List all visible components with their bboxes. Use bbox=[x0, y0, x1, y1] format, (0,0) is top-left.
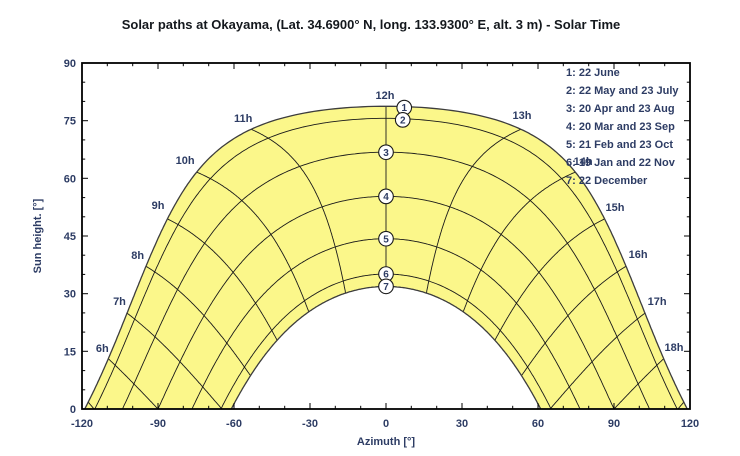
legend-item-6: 6: 19 Jan and 22 Nov bbox=[566, 157, 676, 169]
hour-label-6h: 6h bbox=[96, 343, 109, 355]
x-tick-label: -120 bbox=[71, 418, 93, 430]
marker-number: 2 bbox=[400, 115, 406, 126]
marker-number: 5 bbox=[383, 234, 389, 245]
plot-area: -120 -90 -60 -30 0 30 60 90 12001530456075906h7h… bbox=[64, 58, 699, 430]
legend-item-2: 2: 22 May and 23 July bbox=[566, 85, 679, 97]
hour-line-6h bbox=[107, 358, 159, 410]
curve-marker-2: 2 bbox=[394, 112, 411, 128]
hour-label-8h: 8h bbox=[131, 250, 144, 262]
y-tick-label: 60 bbox=[64, 173, 76, 185]
marker-circle bbox=[394, 112, 411, 128]
hour-line-7h bbox=[126, 312, 223, 410]
marker-number: 3 bbox=[383, 148, 389, 159]
hour-line-5h bbox=[87, 401, 95, 410]
legend-item-4: 4: 20 Mar and 23 Sep bbox=[566, 121, 675, 133]
curve-marker-5: 5 bbox=[378, 230, 394, 247]
x-tick-label: 0 bbox=[383, 418, 389, 430]
curve-marker-3: 3 bbox=[378, 144, 394, 161]
hour-label-11h: 11h bbox=[234, 113, 253, 125]
marker-circle bbox=[378, 144, 394, 161]
y-tick-label: 30 bbox=[64, 289, 76, 301]
x-tick-label: 60 bbox=[532, 418, 544, 430]
noon-markers: 12 3 4 5 67 bbox=[378, 99, 413, 295]
x-tick-label: 120 bbox=[681, 418, 699, 430]
y-tick-label: 75 bbox=[64, 116, 76, 128]
legend: 1: 22 June 2: 22 May and 23 July 3: 20 Apr… bbox=[566, 67, 679, 187]
marker-number: 6 bbox=[383, 270, 389, 281]
x-tick-label: -60 bbox=[226, 418, 242, 430]
marker-circle bbox=[378, 188, 394, 205]
hour-label-16h: 16h bbox=[629, 249, 648, 261]
x-tick-label: 30 bbox=[456, 418, 468, 430]
marker-number: 1 bbox=[401, 103, 407, 114]
hour-label-18h: 18h bbox=[665, 342, 684, 354]
hour-labels: 6h 7h 8h 9h 10h 11h 12h 13h 14h 15h 16h 17h 18h bbox=[96, 90, 684, 355]
hour-label-14h: 14h bbox=[574, 156, 593, 168]
hour-label-10h: 10h bbox=[176, 155, 195, 167]
hour-label-12h: 12h bbox=[376, 90, 395, 102]
legend-item-3: 3: 20 Apr and 23 Aug bbox=[566, 103, 675, 115]
curve-marker-7: 7 bbox=[378, 278, 394, 295]
hour-label-15h: 15h bbox=[606, 202, 625, 214]
y-tick-label: 0 bbox=[70, 404, 76, 416]
y-tick-label: 45 bbox=[64, 231, 76, 243]
curve-marker-4: 4 bbox=[378, 188, 394, 205]
y-tick-label: 90 bbox=[64, 58, 76, 70]
axis-ticks bbox=[81, 62, 691, 410]
y-tick-label: 15 bbox=[64, 346, 76, 358]
hour-label-9h: 9h bbox=[152, 200, 165, 212]
hour-label-7h: 7h bbox=[113, 296, 126, 308]
legend-item-7: 7: 22 December bbox=[566, 175, 648, 187]
y-axis-label: Sun height. [°] bbox=[32, 198, 44, 273]
x-axis-label: Azimuth [°] bbox=[357, 436, 416, 448]
hour-line-18h bbox=[613, 358, 665, 410]
date-curve-2 bbox=[94, 117, 678, 410]
marker-circle bbox=[378, 230, 394, 247]
x-tick-label: -90 bbox=[150, 418, 166, 430]
x-tick-label: -30 bbox=[302, 418, 318, 430]
date-curve-1 bbox=[84, 105, 688, 410]
legend-item-5: 5: 21 Feb and 23 Oct bbox=[566, 139, 673, 151]
x-tick-label: 90 bbox=[608, 418, 620, 430]
marker-circle bbox=[378, 278, 394, 295]
chart-title: Solar paths at Okayama, (Lat. 34.6900° N… bbox=[122, 17, 621, 32]
hour-line-19h bbox=[677, 401, 685, 410]
legend-item-1: 1: 22 June bbox=[566, 67, 620, 79]
hour-label-17h: 17h bbox=[648, 296, 667, 308]
hour-line-17h bbox=[549, 312, 646, 410]
marker-number: 4 bbox=[383, 192, 389, 203]
hour-label-13h: 13h bbox=[513, 110, 532, 122]
marker-number: 7 bbox=[383, 282, 389, 293]
